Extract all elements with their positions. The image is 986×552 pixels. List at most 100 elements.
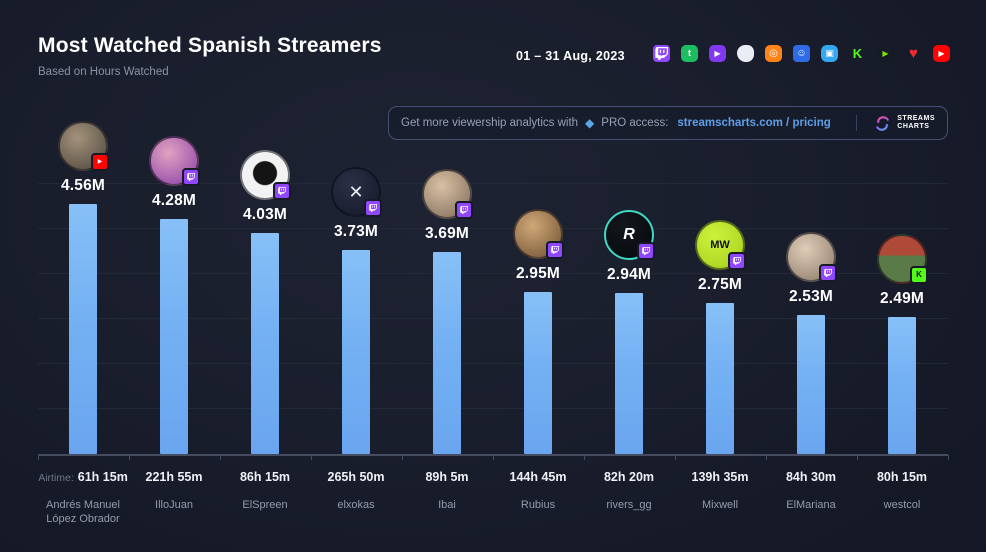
twitch-badge-icon xyxy=(455,201,473,219)
x-axis-tick xyxy=(37,455,39,460)
airtime-value: 86h 15m xyxy=(239,470,291,484)
booyah-icon: ◎ xyxy=(765,45,782,62)
bigo-live-icon: ▣ xyxy=(821,45,838,62)
likee-icon: ♥ xyxy=(909,45,918,62)
streamer-column: 4.28M xyxy=(129,136,220,454)
x-axis-tick xyxy=(219,455,221,460)
airtime-value: 144h 45m xyxy=(509,470,567,484)
bar xyxy=(706,303,734,454)
date-range: 01 – 31 Aug, 2023 xyxy=(516,49,625,63)
hours-watched-label: 3.73M xyxy=(333,223,379,240)
nimo-tv-icon xyxy=(737,45,754,62)
streamer-avatar xyxy=(240,150,291,200)
streamer-avatar xyxy=(422,169,473,219)
streamer-avatar: R xyxy=(604,210,655,260)
youtube-badge-icon: ▶ xyxy=(91,153,109,171)
trovo-icon: t xyxy=(681,45,698,62)
banner-divider xyxy=(856,115,858,131)
streamer-name: Ibai xyxy=(438,499,456,511)
streamer-avatar: ▶ xyxy=(58,121,109,171)
twitch-badge-icon xyxy=(546,241,564,259)
bar xyxy=(888,317,916,454)
x-axis-tick xyxy=(310,455,312,460)
streamer-name: Andrés Manuel López Obrador xyxy=(46,499,120,526)
bar xyxy=(251,233,279,454)
streamer-column: MW 2.75M xyxy=(675,220,766,454)
streamer-column: R 2.94M xyxy=(584,210,675,454)
streamer-name: Mixwell xyxy=(701,499,739,511)
x-axis-tick xyxy=(583,455,585,460)
page-subtitle: Based on Hours Watched xyxy=(38,66,169,78)
twitch-badge-icon xyxy=(819,264,837,282)
gridline xyxy=(38,183,948,184)
platform-icon-bar: t ▶ ◎ ☺ ▣ K ▶ ♥ ▶ xyxy=(653,45,950,62)
streamer-name: IlloJuan xyxy=(155,499,193,511)
hours-watched-label: 2.95M xyxy=(515,265,561,282)
hours-watched-label: 2.49M xyxy=(879,290,925,307)
page-title: Most Watched Spanish Streamers xyxy=(38,34,382,57)
twitch-icon xyxy=(653,45,670,62)
streamscharts-logo-text: STREAMS CHARTS xyxy=(897,115,935,131)
twitch-badge-icon xyxy=(637,242,655,260)
streamer-avatar xyxy=(786,232,837,282)
nonolive-icon: ☺ xyxy=(793,45,810,62)
promo-banner: Get more viewership analytics with ◆ PRO… xyxy=(388,106,948,140)
streamer-column: 2.53M xyxy=(766,232,857,454)
streamer-avatar: K xyxy=(877,234,928,284)
hours-watched-label: 2.53M xyxy=(788,288,834,305)
x-axis-tick xyxy=(947,455,949,460)
kick-icon: K xyxy=(852,46,863,61)
airtime-value: 265h 50m xyxy=(327,470,385,484)
kick-badge-icon: K xyxy=(910,266,928,284)
avatar-monogram: R xyxy=(623,226,635,243)
streamer-column: ▶ 4.56M xyxy=(38,121,129,454)
bar xyxy=(433,252,461,454)
airtime-value: 139h 35m xyxy=(691,470,749,484)
bar xyxy=(524,292,552,454)
pricing-link[interactable]: streamscharts.com / pricing xyxy=(677,117,831,129)
streamer-avatar xyxy=(513,209,564,259)
pro-diamond-icon: ◆ xyxy=(585,116,595,130)
twitch-badge-icon xyxy=(273,182,291,200)
streamer-column: 3.69M xyxy=(402,169,493,454)
bar xyxy=(615,293,643,454)
avatar-monogram: MW xyxy=(710,238,730,251)
airtime-value: 84h 30m xyxy=(785,470,837,484)
streamer-column: K 2.49M xyxy=(857,234,948,454)
twitch-badge-icon xyxy=(182,168,200,186)
streamer-name: ElSpreen xyxy=(242,499,288,511)
gridline xyxy=(38,318,948,319)
gridline xyxy=(38,363,948,364)
bar xyxy=(342,250,370,454)
airtime-value: 89h 5m xyxy=(425,470,469,484)
hours-watched-label: 4.03M xyxy=(242,206,288,223)
x-axis-tick xyxy=(401,455,403,460)
hours-watched-label: 2.94M xyxy=(606,266,652,283)
streamer-name: westcol xyxy=(883,499,921,511)
vk-play-icon: ▶ xyxy=(709,45,726,62)
streamer-avatar xyxy=(149,136,200,186)
twitch-badge-icon xyxy=(364,199,382,217)
youtube-icon: ▶ xyxy=(933,45,950,62)
streamer-name: Rubius xyxy=(520,499,556,511)
streamer-column: 2.95M xyxy=(493,209,584,454)
streamer-name: elxokas xyxy=(337,499,375,511)
streamer-name: rivers_gg xyxy=(606,499,652,511)
bar xyxy=(797,315,825,454)
x-axis-tick xyxy=(128,455,130,460)
streamer-column: 4.03M xyxy=(220,150,311,454)
banner-text: Get more viewership analytics with xyxy=(401,117,579,129)
airtime-value: 221h 55m xyxy=(145,470,203,484)
gridline xyxy=(38,408,948,409)
airtime-value: Airtime: 61h 15m xyxy=(38,470,128,484)
x-axis-tick xyxy=(765,455,767,460)
bar xyxy=(160,219,188,454)
x-axis-tick xyxy=(856,455,858,460)
airtime-value: 80h 15m xyxy=(876,470,928,484)
logo-line2: CHARTS xyxy=(897,123,930,130)
avatar-monogram: ✕ xyxy=(348,182,364,202)
gridline xyxy=(38,228,948,229)
streamer-avatar: MW xyxy=(695,220,746,270)
bar xyxy=(69,204,97,454)
